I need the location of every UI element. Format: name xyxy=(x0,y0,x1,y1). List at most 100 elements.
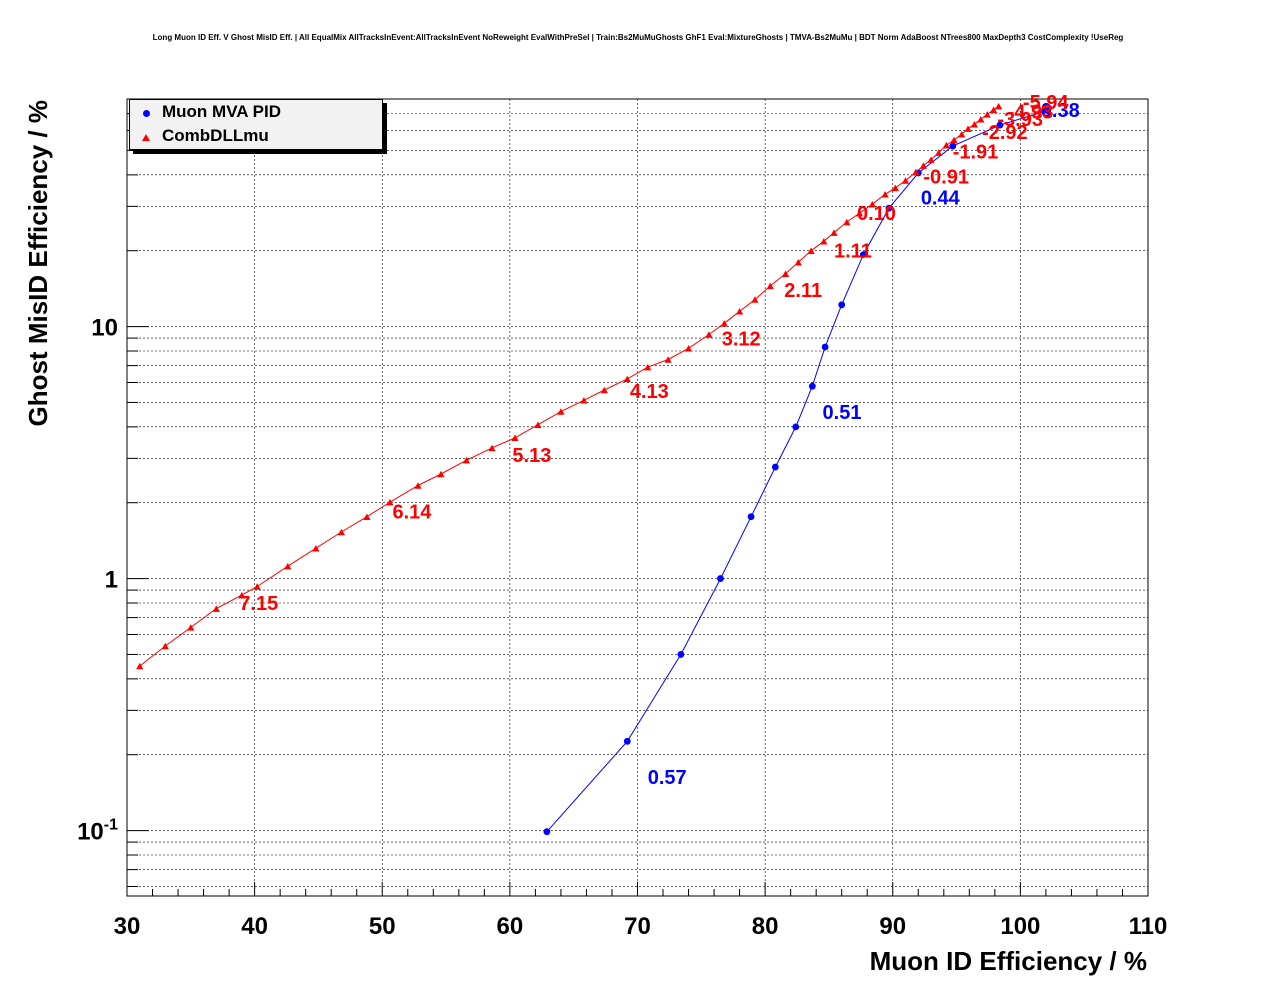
data-point xyxy=(136,662,144,670)
data-point xyxy=(414,482,422,489)
y-tick-label: 1 xyxy=(105,567,118,594)
data-point xyxy=(212,605,220,612)
point-label: -4.93 xyxy=(1008,101,1054,123)
point-label: -3.93 xyxy=(997,109,1043,131)
data-point xyxy=(717,575,724,582)
data-point xyxy=(977,115,985,123)
data-point xyxy=(623,737,631,745)
data-point xyxy=(312,544,320,552)
data-point xyxy=(677,651,685,658)
data-point xyxy=(771,463,779,471)
data-point xyxy=(901,177,910,184)
data-point xyxy=(684,345,693,352)
data-point xyxy=(705,331,713,338)
x-tick-label: 80 xyxy=(752,913,779,940)
chart-title: Long Muon ID Eff. V Ghost MisID Eff. | A… xyxy=(152,33,1124,42)
data-point xyxy=(807,247,815,254)
data-point xyxy=(664,356,672,363)
point-label: -0.91 xyxy=(923,166,969,188)
point-label: 2.11 xyxy=(784,280,822,302)
data-point xyxy=(843,218,851,226)
x-tick-label: 70 xyxy=(624,913,651,940)
data-point xyxy=(1043,107,1051,114)
data-point xyxy=(935,149,943,156)
data-point xyxy=(868,200,876,208)
x-tick-labels: 30 40 50 60 70 80 90 100 110 xyxy=(114,913,1168,940)
data-point xyxy=(855,209,864,217)
legend-label: Muon MVA PID xyxy=(162,102,281,121)
point-label: 0.10 xyxy=(857,203,896,225)
data-point xyxy=(996,121,1004,129)
series-line xyxy=(139,105,999,667)
data-point xyxy=(970,121,979,128)
point-label: 6.14 xyxy=(392,502,432,524)
data-point xyxy=(983,111,991,118)
data-point xyxy=(781,270,790,278)
legend-item-muon-mva-pid: Muon MVA PID xyxy=(138,101,281,123)
data-point xyxy=(600,386,608,394)
data-point xyxy=(958,130,966,138)
data-point xyxy=(912,168,920,176)
x-tick-label: 90 xyxy=(879,913,906,940)
point-labels: 0.57 0.51 0.44 0.38 7.15 6.14 5.13 4.13 3.12 2.11… xyxy=(239,92,1079,789)
data-point xyxy=(720,320,728,327)
point-label: -2.92 xyxy=(982,122,1028,144)
data-point xyxy=(859,251,867,259)
data-point xyxy=(989,106,998,114)
data-point xyxy=(751,296,759,303)
x-tick-label: 30 xyxy=(114,913,141,940)
data-point xyxy=(927,156,935,163)
data-point xyxy=(794,258,802,266)
data-point xyxy=(950,136,958,144)
x-tick-label: 50 xyxy=(369,913,396,940)
data-point xyxy=(437,470,445,478)
axis-ticks xyxy=(126,98,1149,896)
data-point xyxy=(386,498,394,506)
circle-marker-icon xyxy=(142,110,150,117)
point-label: 7.15 xyxy=(239,593,278,615)
data-point xyxy=(623,375,631,383)
data-point xyxy=(580,397,588,404)
point-label: 4.13 xyxy=(630,381,669,403)
data-point xyxy=(838,301,846,309)
x-tick-label: 100 xyxy=(1000,913,1040,940)
y-axis-title: Ghost MisID Efficiency / % xyxy=(23,100,53,427)
data-point xyxy=(736,308,744,315)
data-point xyxy=(821,343,829,351)
data-point xyxy=(363,513,371,520)
point-label: 0.51 xyxy=(823,402,862,424)
series-line xyxy=(546,110,1048,833)
legend: Muon MVA PID CombDLLmu xyxy=(129,99,383,150)
point-label: -1.91 xyxy=(953,141,999,163)
point-label: 1.11 xyxy=(834,240,872,262)
data-point xyxy=(534,421,542,428)
data-point xyxy=(337,528,346,536)
x-tick-label: 110 xyxy=(1129,913,1168,940)
legend-label: CombDLLmu xyxy=(162,126,269,145)
legend-item-combdllmu: CombDLLmu xyxy=(138,125,269,147)
point-label: 0.57 xyxy=(648,767,687,789)
data-point xyxy=(995,102,1003,110)
data-point xyxy=(919,162,927,169)
data-point xyxy=(964,125,972,132)
data-point xyxy=(187,624,195,631)
grid-lines xyxy=(127,98,1148,896)
data-point xyxy=(792,423,800,431)
x-tick-label: 40 xyxy=(241,913,268,940)
data-point xyxy=(830,229,838,236)
data-point xyxy=(511,434,519,442)
data-point xyxy=(891,184,899,192)
point-label: 0.38 xyxy=(1041,100,1080,122)
x-tick-label: 60 xyxy=(497,913,524,940)
data-point xyxy=(557,408,565,415)
series-layer xyxy=(136,102,1051,836)
data-point xyxy=(644,363,652,371)
point-label: 0.44 xyxy=(921,188,961,210)
y-tick-label: 10-1 xyxy=(77,817,118,846)
data-point xyxy=(949,142,957,150)
point-label: -5.94 xyxy=(1023,92,1069,114)
triangle-marker-icon xyxy=(142,134,150,141)
data-point xyxy=(747,513,755,521)
data-point xyxy=(942,141,950,149)
